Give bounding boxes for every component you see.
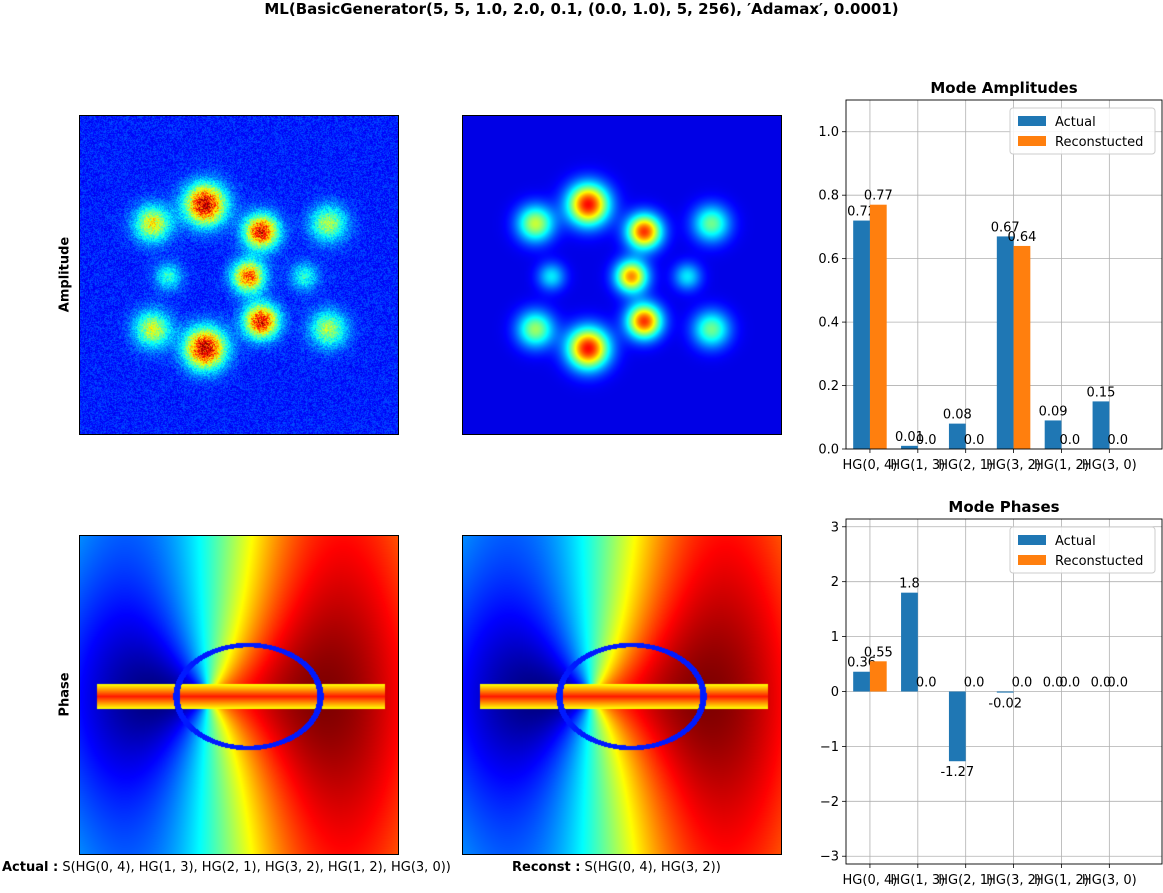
legend-swatch-reconstructed bbox=[1018, 555, 1046, 565]
reconst-caption-value: S(HG(0, 4), HG(3, 2)) bbox=[584, 860, 721, 875]
bar-value-label: 0.0 bbox=[964, 433, 985, 448]
bar-value-label: 0.0 bbox=[1091, 676, 1112, 691]
bar-reconstructed bbox=[1013, 245, 1031, 449]
bar-value-label: 0.36 bbox=[847, 656, 876, 671]
plot-frame bbox=[845, 518, 1163, 865]
chart-title: Mode Phases bbox=[948, 498, 1059, 516]
bar-actual bbox=[853, 220, 870, 449]
y-tick-label: −2 bbox=[820, 795, 839, 810]
bar-actual bbox=[901, 592, 918, 692]
y-tick-label: −3 bbox=[820, 850, 839, 865]
bar-value-label: 0.0 bbox=[916, 676, 937, 691]
x-tick-label: HG(3, 0) bbox=[1082, 458, 1137, 473]
bar-value-label: -1.27 bbox=[940, 765, 974, 780]
x-tick-label: HG(1, 3) bbox=[890, 458, 945, 473]
bar-value-label: 0.67 bbox=[991, 220, 1020, 235]
x-tick-label: HG(3, 0) bbox=[1082, 873, 1137, 888]
x-tick-label: HG(0, 4) bbox=[843, 458, 898, 473]
reconstructed-amplitude-image bbox=[462, 115, 782, 435]
legend: Actual Reconstucted bbox=[1009, 526, 1156, 574]
legend-box bbox=[1009, 526, 1156, 574]
bar-reconstructed bbox=[869, 661, 887, 692]
y-tick-label: 0.4 bbox=[818, 316, 839, 331]
x-tick-label: HG(1, 3) bbox=[890, 873, 945, 888]
bar-value-label: 1.8 bbox=[899, 577, 920, 592]
actual-caption-value: S(HG(0, 4), HG(1, 3), HG(2, 1), HG(3, 2)… bbox=[62, 860, 451, 875]
legend-label: Reconstucted bbox=[1055, 135, 1143, 150]
bar-actual bbox=[1092, 401, 1110, 449]
bar-actual bbox=[996, 691, 1014, 693]
reconstructed-phase-image bbox=[462, 535, 782, 855]
bar-value-label: 0.08 bbox=[943, 408, 972, 423]
legend-box bbox=[1009, 107, 1156, 155]
bar-value-label: 0.01 bbox=[895, 430, 924, 445]
bar-value-label: 0.72 bbox=[847, 205, 876, 220]
reconst-caption: Reconst : S(HG(0, 4), HG(3, 2)) bbox=[512, 860, 721, 875]
y-tick-label: 0 bbox=[831, 685, 839, 700]
y-tick-label: 0.6 bbox=[818, 252, 839, 267]
y-tick-label: 0.0 bbox=[818, 443, 839, 458]
x-tick-label: HG(2, 1) bbox=[938, 873, 993, 888]
bar-value-label: 0.77 bbox=[864, 189, 893, 204]
bar-actual bbox=[901, 445, 918, 449]
bar-value-label: 0.64 bbox=[1007, 230, 1036, 245]
bar-value-label: 0.0 bbox=[1107, 676, 1128, 691]
phase-row-label: Phase bbox=[57, 672, 73, 717]
bar-value-label: 0.0 bbox=[1107, 433, 1128, 448]
reconst-caption-label: Reconst : bbox=[512, 860, 581, 875]
bar-value-label: 0.55 bbox=[864, 645, 893, 660]
chart-title: Mode Amplitudes bbox=[930, 79, 1077, 97]
legend-label: Actual bbox=[1055, 534, 1096, 549]
bar-reconstructed bbox=[869, 204, 887, 449]
legend-swatch-actual bbox=[1018, 535, 1046, 545]
legend: Actual Reconstucted bbox=[1009, 107, 1156, 155]
bar-value-label: 0.0 bbox=[1012, 676, 1033, 691]
bar-actual bbox=[996, 236, 1014, 449]
amplitude-row-label: Amplitude bbox=[57, 236, 73, 313]
y-tick-label: 3 bbox=[831, 520, 839, 535]
bar-actual bbox=[948, 691, 966, 762]
bar-value-label: 0.09 bbox=[1039, 404, 1068, 419]
y-tick-label: 0.8 bbox=[818, 189, 839, 204]
bar-value-label: 0.0 bbox=[964, 676, 985, 691]
plot-frame bbox=[845, 99, 1163, 450]
y-tick-label: 2 bbox=[831, 575, 839, 590]
x-tick-label: HG(3, 2) bbox=[986, 873, 1041, 888]
legend-swatch-reconstructed bbox=[1018, 136, 1046, 146]
x-tick-label: HG(1, 2) bbox=[1034, 458, 1089, 473]
bar-actual bbox=[1044, 420, 1062, 449]
legend-label: Reconstucted bbox=[1055, 554, 1143, 569]
figure-title: ML(BasicGenerator(5, 5, 1.0, 2.0, 0.1, (… bbox=[264, 0, 899, 18]
legend-label: Actual bbox=[1055, 115, 1096, 130]
actual-phase-image bbox=[79, 535, 399, 855]
y-tick-label: 1 bbox=[831, 630, 839, 645]
bar-actual bbox=[853, 671, 870, 692]
bar-value-label: 0.15 bbox=[1086, 385, 1115, 400]
actual-amplitude-image bbox=[79, 115, 399, 435]
x-tick-label: HG(3, 2) bbox=[986, 458, 1041, 473]
bar-value-label: 0.0 bbox=[1059, 676, 1080, 691]
y-tick-label: −1 bbox=[820, 740, 839, 755]
bar-value-label: 0.0 bbox=[1059, 433, 1080, 448]
actual-caption: Actual : S(HG(0, 4), HG(1, 3), HG(2, 1),… bbox=[2, 860, 451, 875]
legend-swatch-actual bbox=[1018, 116, 1046, 126]
bar-value-label: 0.0 bbox=[1043, 676, 1064, 691]
y-tick-label: 0.2 bbox=[818, 379, 839, 394]
bar-value-label: 0.0 bbox=[916, 433, 937, 448]
x-tick-label: HG(1, 2) bbox=[1034, 873, 1089, 888]
x-tick-label: HG(2, 1) bbox=[938, 458, 993, 473]
actual-caption-label: Actual : bbox=[2, 860, 59, 875]
mode-amplitudes-chart: 0.0 0.2 0.4 0.6 0.8 1.0 0.72 0.01 0.08 0.67 0.09 0.… bbox=[818, 79, 1163, 473]
x-tick-label: HG(0, 4) bbox=[843, 873, 898, 888]
bar-value-label: -0.02 bbox=[988, 697, 1022, 712]
y-tick-label: 1.0 bbox=[818, 125, 839, 140]
bar-actual bbox=[948, 423, 966, 449]
